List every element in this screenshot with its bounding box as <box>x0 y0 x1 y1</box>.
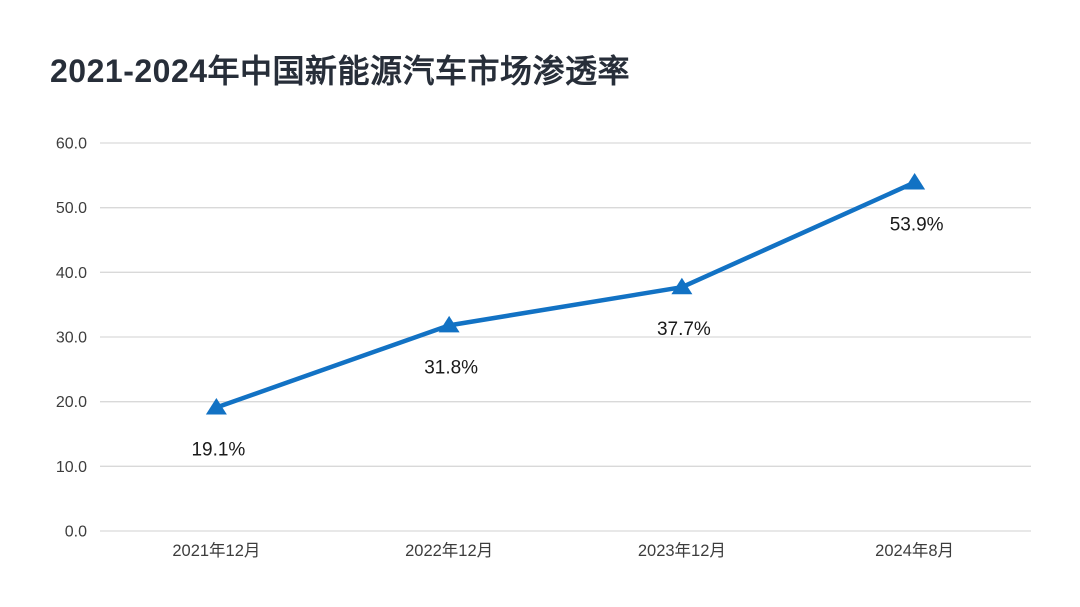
series-line <box>214 180 917 410</box>
y-tick-label: 0.0 <box>65 524 87 541</box>
data-point-label: 19.1% <box>191 439 245 460</box>
y-tick-label: 10.0 <box>56 459 87 476</box>
y-tick-label: 60.0 <box>56 136 87 153</box>
data-point-marker <box>438 315 460 333</box>
x-tick-label: 2021年12月 <box>172 541 260 560</box>
y-tick-label: 20.0 <box>56 394 87 411</box>
data-point-marker <box>904 172 926 190</box>
y-tick-label: 40.0 <box>56 265 87 282</box>
y-tick-label: 30.0 <box>56 330 87 347</box>
data-point-label: 37.7% <box>657 319 711 340</box>
data-point-label: 31.8% <box>424 357 478 378</box>
x-tick-label: 2023年12月 <box>638 541 726 560</box>
y-tick-label: 50.0 <box>56 200 87 217</box>
chart-title: 2021-2024年中国新能源汽车市场渗透率 <box>50 53 631 89</box>
x-tick-label: 2024年8月 <box>875 541 954 560</box>
data-point-marker <box>205 397 227 415</box>
data-point-marker <box>671 277 693 295</box>
data-point-label: 53.9% <box>890 214 944 235</box>
x-tick-label: 2022年12月 <box>405 541 493 560</box>
